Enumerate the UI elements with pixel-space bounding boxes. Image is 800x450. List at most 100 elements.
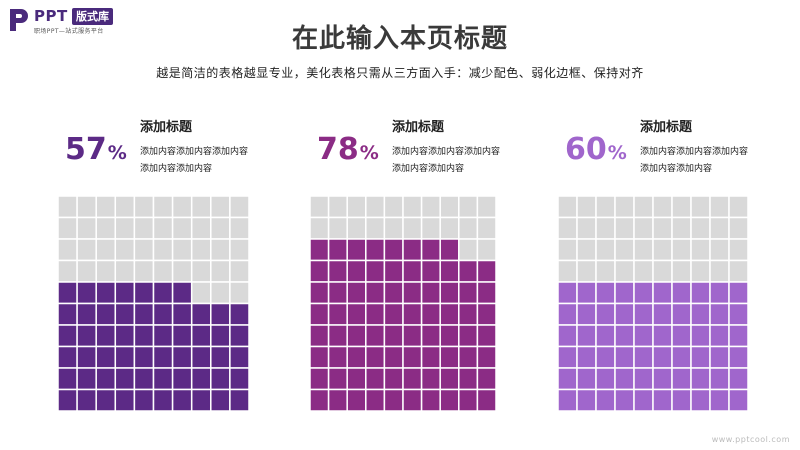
waffle-cell-filled — [558, 281, 578, 305]
waffle-cell-empty — [76, 259, 97, 283]
waffle-cell-filled — [558, 324, 578, 348]
waffle-cell-empty — [346, 216, 367, 240]
waffle-cell-empty — [728, 216, 748, 240]
waffle-cell-empty — [133, 238, 155, 262]
waffle-cell-filled — [114, 281, 136, 305]
waffle-cell-empty — [229, 196, 249, 219]
waffle-cell-filled — [439, 259, 460, 283]
logo: PPT 版式库 职场PPT—站式服务平台 — [8, 7, 168, 35]
waffle-cell-empty — [190, 259, 212, 283]
waffle-cell-empty — [458, 238, 479, 262]
waffle-cell-empty — [671, 238, 692, 262]
waffle-cell-filled — [728, 281, 748, 305]
waffle-cell-filled — [402, 345, 423, 369]
waffle-cell-filled — [58, 324, 78, 348]
waffle-cell-filled — [671, 345, 692, 369]
waffle-cell-empty — [346, 196, 367, 219]
waffle-cell-filled — [365, 281, 386, 305]
waffle-cell-empty — [633, 216, 654, 240]
waffle-cell-empty — [327, 216, 348, 240]
waffle-cell-filled — [310, 302, 330, 326]
waffle-cell-empty — [439, 196, 460, 219]
waffle-cell-filled — [346, 367, 367, 391]
waffle-cell-empty — [95, 259, 117, 283]
waffle-cell-filled — [728, 324, 748, 348]
waffle-cell-filled — [476, 302, 496, 326]
waffle-cell-filled — [383, 345, 404, 369]
waffle-cell-filled — [709, 281, 730, 305]
waffle-cell-empty — [633, 196, 654, 219]
waffle-cell-empty — [76, 238, 97, 262]
waffle-cell-filled — [614, 388, 635, 411]
waffle-chart-2 — [310, 196, 496, 411]
waffle-cell-empty — [671, 216, 692, 240]
waffle-cell-empty — [95, 238, 117, 262]
waffle-cell-empty — [58, 196, 78, 219]
waffle-cell-filled — [671, 324, 692, 348]
percent-label: 57% — [65, 132, 127, 167]
waffle-cell-filled — [458, 281, 479, 305]
waffle-cell-filled — [152, 302, 174, 326]
waffle-cell-filled — [229, 388, 249, 411]
waffle-cell-empty — [728, 238, 748, 262]
waffle-cell-empty — [365, 196, 386, 219]
waffle-cell-filled — [383, 238, 404, 262]
waffle-cell-filled — [310, 281, 330, 305]
waffle-cell-filled — [383, 281, 404, 305]
waffle-cell-filled — [346, 259, 367, 283]
waffle-cell-empty — [133, 216, 155, 240]
panel-description: 添加内容添加内容添加内容添加内容添加内容 — [392, 147, 501, 174]
waffle-cell-empty — [383, 196, 404, 219]
waffle-cell-filled — [310, 324, 330, 348]
waffle-cell-filled — [229, 302, 249, 326]
waffle-cell-empty — [458, 196, 479, 219]
waffle-cell-empty — [614, 259, 635, 283]
percent-label: 60% — [565, 132, 627, 167]
waffle-cell-filled — [595, 324, 616, 348]
waffle-cell-filled — [152, 367, 174, 391]
percent-number: 60 — [565, 132, 607, 167]
waffle-cell-filled — [95, 345, 117, 369]
waffle-cell-filled — [728, 367, 748, 391]
waffle-cell-empty — [558, 259, 578, 283]
logo-subtitle: 职场PPT—站式服务平台 — [34, 28, 104, 35]
waffle-cell-filled — [346, 388, 367, 411]
waffle-cell-filled — [576, 388, 597, 411]
waffle-cell-filled — [133, 345, 155, 369]
waffle-cell-filled — [365, 238, 386, 262]
waffle-cell-filled — [171, 281, 193, 305]
page-title: 在此输入本页标题 — [291, 24, 508, 54]
waffle-cell-filled — [420, 238, 441, 262]
waffle-cell-filled — [133, 367, 155, 391]
waffle-cell-filled — [346, 281, 367, 305]
waffle-cell-filled — [229, 324, 249, 348]
waffle-cell-filled — [709, 302, 730, 326]
waffle-cell-filled — [95, 388, 117, 411]
waffle-cell-filled — [114, 367, 136, 391]
waffle-cell-filled — [95, 281, 117, 305]
waffle-cell-empty — [576, 259, 597, 283]
panel-heading: 添加标题 — [140, 120, 193, 135]
waffle-cell-empty — [114, 238, 136, 262]
waffle-cell-filled — [458, 388, 479, 411]
waffle-cell-empty — [210, 196, 231, 219]
waffle-cell-filled — [439, 302, 460, 326]
waffle-cell-filled — [327, 238, 348, 262]
waffle-cell-empty — [152, 216, 174, 240]
waffle-cell-filled — [58, 302, 78, 326]
waffle-cell-empty — [190, 216, 212, 240]
waffle-cell-filled — [633, 367, 654, 391]
waffle-cell-filled — [171, 345, 193, 369]
waffle-cell-empty — [402, 216, 423, 240]
waffle-cell-empty — [652, 196, 673, 219]
percent-number: 57 — [65, 132, 107, 167]
waffle-cell-empty — [709, 259, 730, 283]
waffle-cell-filled — [402, 367, 423, 391]
waffle-cell-empty — [95, 196, 117, 219]
waffle-cell-filled — [327, 302, 348, 326]
waffle-cell-filled — [383, 302, 404, 326]
waffle-cell-filled — [476, 324, 496, 348]
waffle-cell-filled — [402, 302, 423, 326]
waffle-cell-empty — [690, 196, 711, 219]
waffle-cell-empty — [614, 238, 635, 262]
